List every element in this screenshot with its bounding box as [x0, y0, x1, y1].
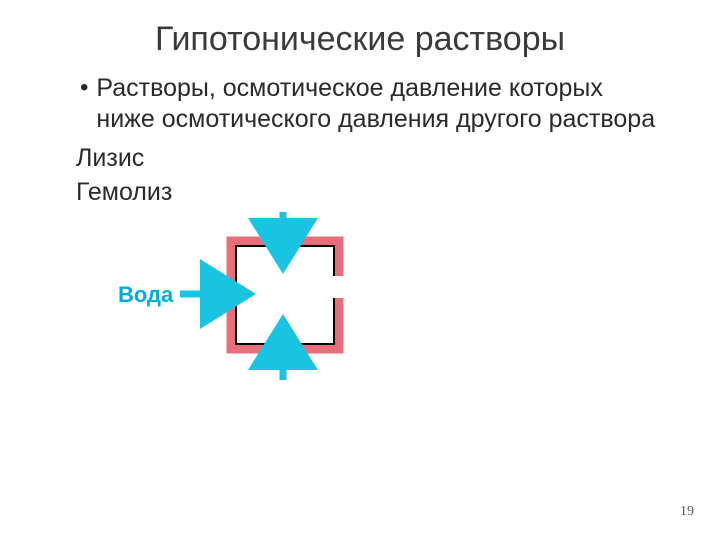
cell-outer-border: [228, 238, 342, 352]
page-title: Гипотонические растворы: [0, 0, 720, 73]
bullet-text: Растворы, осмотическое давление которых …: [96, 73, 660, 135]
cell-svg: [118, 212, 378, 412]
cell-inner-border: [236, 246, 334, 344]
bullet-item: • Растворы, осмотическое давление которы…: [0, 73, 720, 135]
text-line-hemolysis: Гемолиз: [0, 175, 720, 209]
page-number: 19: [680, 504, 694, 520]
cell-membrane: [231, 241, 339, 349]
text-line-lysis: Лизис: [0, 141, 720, 175]
cell-diagram: Вода: [118, 212, 378, 412]
water-label: Вода: [118, 282, 173, 308]
bullet-marker: •: [80, 73, 96, 135]
